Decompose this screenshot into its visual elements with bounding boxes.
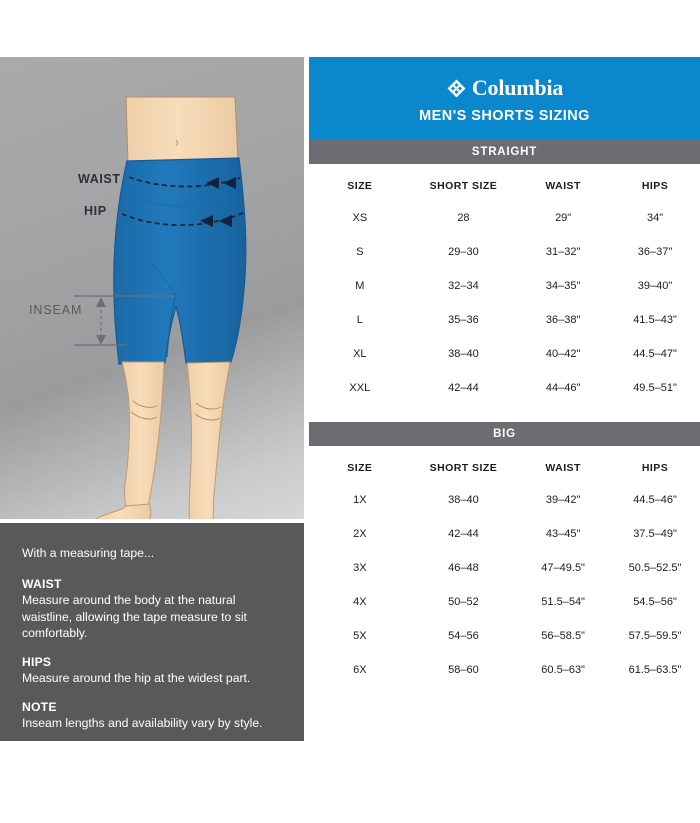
chart-title: MEN'S SHORTS SIZING xyxy=(419,108,590,124)
cell-hips: 44.5–47" xyxy=(633,348,677,360)
table-row: 6X 58–60 60.5–63" 61.5–63.5" xyxy=(309,653,700,687)
table-row: XS 28 29" 34" xyxy=(309,201,700,235)
cell-waist: 31–32" xyxy=(545,246,581,258)
measure-intro-text: With a measuring tape... xyxy=(22,546,155,560)
cell-size: 3X xyxy=(353,562,367,574)
table-row: 2X 42–44 43–45" 37.5–49" xyxy=(309,517,700,551)
column-header-hips: HIPS xyxy=(641,462,669,474)
measure-block-waist: WAIST Measure around the body at the nat… xyxy=(22,577,282,641)
sizing-tables-column: Columbia MEN'S SHORTS SIZING STRAIGHT SI… xyxy=(309,57,700,741)
column-header-waist: WAIST xyxy=(545,180,581,192)
cell-hips: 57.5–59.5" xyxy=(628,630,682,642)
measure-body: Measure around the hip at the widest par… xyxy=(22,671,251,686)
cell-waist: 43–45" xyxy=(545,528,581,540)
illustration-label-inseam: INSEAM xyxy=(29,303,83,317)
illustration-label-hip: HIP xyxy=(84,204,107,218)
cell-short-size: 42–44 xyxy=(448,528,479,540)
cell-hips: 44.5–46" xyxy=(633,494,677,506)
cell-waist: 56–58.5" xyxy=(541,630,585,642)
measure-heading: NOTE xyxy=(22,700,57,715)
cell-short-size: 38–40 xyxy=(448,348,479,360)
table-header-row: SIZE SHORT SIZE WAIST HIPS xyxy=(309,164,700,201)
section-header-straight: STRAIGHT xyxy=(309,140,700,164)
column-header-size: SIZE xyxy=(347,462,373,474)
table-row: M 32–34 34–35" 39–40" xyxy=(309,269,700,303)
cell-waist: 51.5–54" xyxy=(541,596,585,608)
brand-name: Columbia xyxy=(471,75,564,100)
cell-size: XS xyxy=(352,212,368,224)
table-row: 3X 46–48 47–49.5" 50.5–52.5" xyxy=(309,551,700,585)
cell-waist: 40–42" xyxy=(545,348,581,360)
cell-hips: 37.5–49" xyxy=(633,528,677,540)
cell-short-size: 32–34 xyxy=(448,280,479,292)
cell-waist: 44–46" xyxy=(545,382,581,394)
cell-hips: 54.5–56" xyxy=(633,596,677,608)
cell-waist: 34–35" xyxy=(545,280,581,292)
column-header-waist: WAIST xyxy=(545,462,581,474)
column-header-hips: HIPS xyxy=(641,180,669,192)
cell-hips: 61.5–63.5" xyxy=(628,664,682,676)
cell-short-size: 54–56 xyxy=(448,630,479,642)
brand-logo-row: Columbia xyxy=(446,77,563,99)
measure-body: Inseam lengths and availability vary by … xyxy=(22,716,263,731)
cell-size: 6X xyxy=(353,664,367,676)
cell-waist: 47–49.5" xyxy=(541,562,585,574)
cell-short-size: 38–40 xyxy=(448,494,479,506)
measure-heading: HIPS xyxy=(22,655,52,670)
cell-short-size: 50–52 xyxy=(448,596,479,608)
table-row: XL 38–40 40–42" 44.5–47" xyxy=(309,337,700,371)
table-row: 5X 54–56 56–58.5" 57.5–59.5" xyxy=(309,619,700,653)
cell-size: 4X xyxy=(353,596,367,608)
table-spacer xyxy=(309,405,700,422)
straight-size-table: SIZE SHORT SIZE WAIST HIPS XS 28 29" 34"… xyxy=(309,164,700,405)
table-header-row: SIZE SHORT SIZE WAIST HIPS xyxy=(309,446,700,483)
cell-short-size: 46–48 xyxy=(448,562,479,574)
table-row: 1X 38–40 39–42" 44.5–46" xyxy=(309,483,700,517)
figure-illustration-svg xyxy=(74,96,247,519)
measure-block-hips: HIPS Measure around the hip at the wides… xyxy=(22,655,282,686)
brand-header: Columbia MEN'S SHORTS SIZING xyxy=(309,57,700,140)
illustration-label-waist: WAIST xyxy=(78,172,121,186)
cell-hips: 41.5–43" xyxy=(633,314,677,326)
cell-short-size: 28 xyxy=(457,212,470,224)
column-header-short-size: SHORT SIZE xyxy=(429,462,498,474)
cell-size: M xyxy=(355,280,365,292)
cell-size: L xyxy=(356,314,363,326)
cell-hips: 36–37" xyxy=(637,246,673,258)
cell-short-size: 42–44 xyxy=(448,382,479,394)
cell-hips: 50.5–52.5" xyxy=(628,562,682,574)
cell-short-size: 35–36 xyxy=(448,314,479,326)
table-row: 4X 50–52 51.5–54" 54.5–56" xyxy=(309,585,700,619)
measure-heading: WAIST xyxy=(22,577,62,592)
big-size-table: SIZE SHORT SIZE WAIST HIPS 1X 38–40 39–4… xyxy=(309,446,700,687)
column-header-size: SIZE xyxy=(347,180,373,192)
measure-block-note: NOTE Inseam lengths and availability var… xyxy=(22,700,282,731)
cell-hips: 49.5–51" xyxy=(633,382,677,394)
cell-short-size: 29–30 xyxy=(448,246,479,258)
cell-size: 2X xyxy=(353,528,367,540)
cell-size: XL xyxy=(353,348,367,360)
column-header-short-size: SHORT SIZE xyxy=(429,180,498,192)
cell-size: S xyxy=(356,246,364,258)
shorts-illustration: WAIST HIP INSEAM xyxy=(0,57,304,519)
table-row: L 35–36 36–38" 41.5–43" xyxy=(309,303,700,337)
table-row: S 29–30 31–32" 36–37" xyxy=(309,235,700,269)
cell-size: 5X xyxy=(353,630,367,642)
measuring-instructions-panel: With a measuring tape... WAIST Measure a… xyxy=(0,523,304,741)
section-header-big: BIG xyxy=(309,422,700,446)
table-row: XXL 42–44 44–46" 49.5–51" xyxy=(309,371,700,405)
cell-waist: 36–38" xyxy=(545,314,581,326)
columbia-diamond-logo-icon xyxy=(447,79,466,97)
measure-body: Measure around the body at the natural w… xyxy=(22,593,247,640)
cell-waist: 60.5–63" xyxy=(541,664,585,676)
cell-size: XXL xyxy=(349,382,371,394)
cell-waist: 39–42" xyxy=(545,494,581,506)
cell-hips: 34" xyxy=(646,212,664,224)
left-column: WAIST HIP INSEAM With a measuring tape..… xyxy=(0,57,304,741)
cell-hips: 39–40" xyxy=(637,280,673,292)
cell-waist: 29" xyxy=(555,212,572,224)
cell-short-size: 58–60 xyxy=(448,664,479,676)
cell-size: 1X xyxy=(353,494,367,506)
